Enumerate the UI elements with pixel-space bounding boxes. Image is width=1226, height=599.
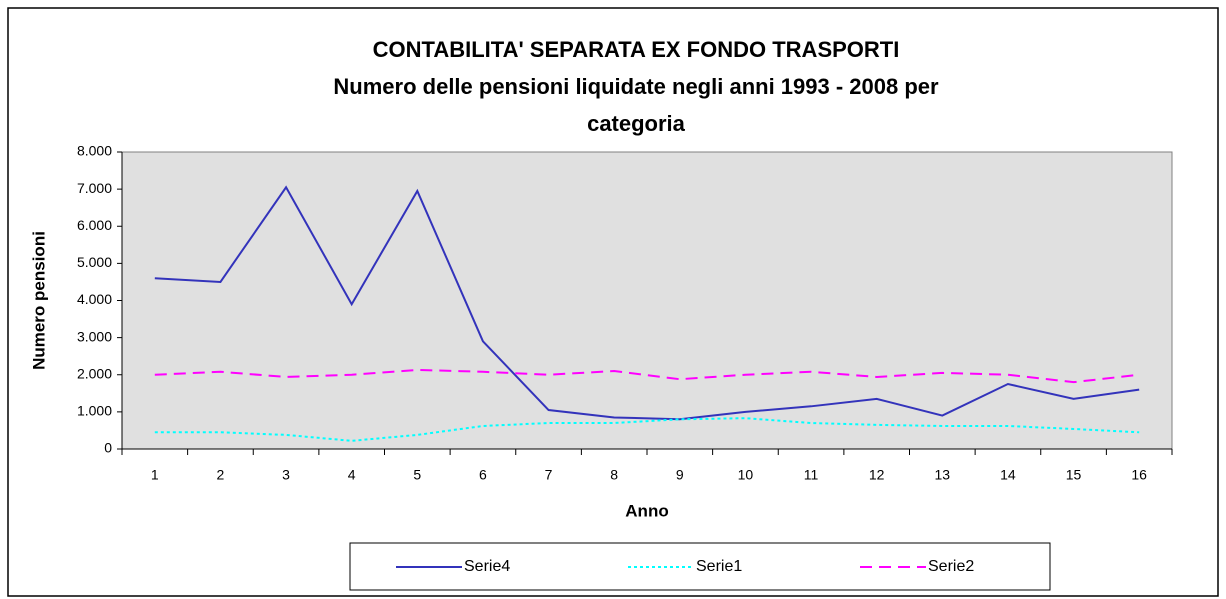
y-tick-label: 3.000	[77, 328, 112, 344]
y-tick-label: 2.000	[77, 365, 112, 381]
x-tick-label: 4	[348, 467, 356, 483]
legend-label: Serie1	[696, 558, 742, 575]
y-tick-label: 1.000	[77, 403, 112, 419]
x-tick-label: 7	[545, 467, 553, 483]
y-tick-label: 6.000	[77, 217, 112, 233]
x-axis-title: Anno	[625, 501, 668, 520]
chart-title: CONTABILITA' SEPARATA EX FONDO TRASPORTI	[373, 37, 900, 62]
legend-label: Serie2	[928, 558, 974, 575]
series-line	[154, 185, 1140, 421]
x-tick-label: 13	[935, 467, 951, 483]
chart-title: Numero delle pensioni liquidate negli an…	[333, 74, 939, 99]
x-tick-label: 12	[869, 467, 885, 483]
x-tick-label: 15	[1066, 467, 1082, 483]
x-tick-label: 10	[738, 467, 754, 483]
x-tick-label: 5	[413, 467, 421, 483]
x-tick-label: 16	[1131, 467, 1147, 483]
y-tick-label: 5.000	[77, 254, 112, 270]
x-tick-label: 14	[1000, 467, 1016, 483]
chart-title: categoria	[587, 111, 686, 136]
legend-box	[349, 542, 1051, 591]
y-tick-label: 8.000	[77, 143, 112, 159]
x-tick-label: 1	[151, 467, 159, 483]
legend-label: Serie4	[464, 558, 510, 575]
plot-area	[121, 151, 1173, 450]
y-tick-label: 4.000	[77, 291, 112, 307]
x-tick-label: 2	[217, 467, 225, 483]
x-tick-label: 11	[804, 467, 819, 483]
x-tick-label: 6	[479, 467, 487, 483]
series-line	[154, 368, 1140, 384]
series-line	[154, 417, 1140, 442]
x-tick-label: 9	[676, 467, 684, 483]
y-tick-label: 7.000	[77, 180, 112, 196]
x-tick-label: 3	[282, 467, 290, 483]
y-tick-label: 0	[104, 440, 112, 456]
x-tick-label: 8	[610, 467, 618, 483]
y-axis-title: Numero pensioni	[29, 231, 48, 370]
